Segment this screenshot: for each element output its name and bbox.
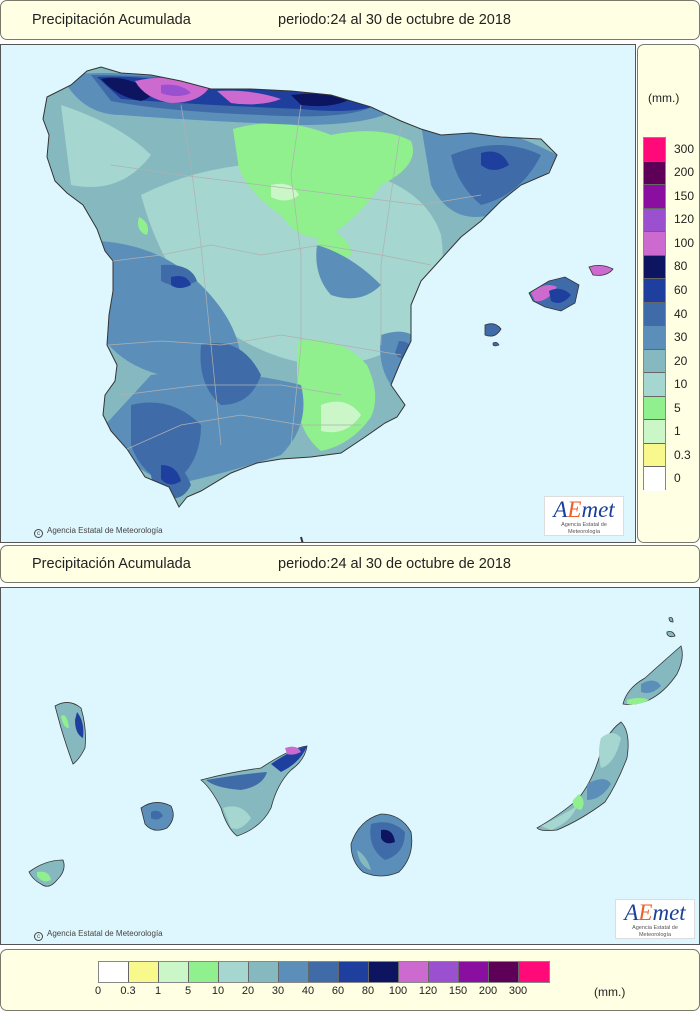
scale-label: 5 [184, 985, 192, 997]
scale-swatch [644, 396, 665, 421]
scale-swatch [459, 962, 489, 982]
scale-swatch [339, 962, 369, 982]
unit-label: (mm.) [648, 91, 680, 105]
scale-label: 0 [94, 985, 102, 997]
scale-swatch [519, 962, 549, 982]
scale-label: 10 [211, 985, 225, 997]
scale-swatch [644, 373, 665, 397]
scale-swatch [369, 962, 399, 982]
scale-label: 0.3 [674, 447, 691, 462]
el-hierro [28, 859, 65, 887]
scale-label: 120 [674, 212, 695, 227]
scale-label: 30 [271, 985, 285, 997]
fuerteventura [536, 721, 629, 832]
scale-swatch [189, 962, 219, 982]
scale-swatch [644, 161, 665, 186]
scale-swatch [644, 208, 665, 233]
title-bar-canarias: Precipitación Acumulada periodo:24 al 30… [0, 545, 700, 583]
scale-swatch [129, 962, 159, 982]
aemet-logo: AEmet Agencia Estatal de Meteorología [615, 899, 695, 939]
balearic-islands [484, 265, 614, 347]
title-bar-peninsula: Precipitación Acumulada periodo:24 al 30… [0, 0, 700, 40]
legend-vertical: (mm.) 300 200 150 120 100 80 60 40 30 20 10 5 1 0.3 0 [637, 44, 700, 543]
tenerife [200, 745, 308, 837]
peninsula-map: c Agencia Estatal de Meteorología AEmet A… [0, 44, 636, 543]
scale-swatch [489, 962, 519, 982]
scale-label: 150 [448, 985, 468, 997]
canary-islands-map: c Agencia Estatal de Meteorología AEmet A… [0, 587, 700, 945]
scale-label: 20 [241, 985, 255, 997]
scale-label: 300 [508, 985, 528, 997]
scale-label: 200 [674, 165, 695, 180]
gran-canaria [350, 813, 413, 877]
scale-label: 40 [674, 306, 688, 321]
scale-swatch [399, 962, 429, 982]
scale-label: 0 [674, 471, 681, 486]
scale-swatch [644, 138, 665, 162]
la-palma [54, 702, 86, 765]
color-scale-bar [98, 961, 550, 983]
scale-swatch [159, 962, 189, 982]
scale-swatch [644, 185, 665, 209]
scale-swatch [219, 962, 249, 982]
peninsula-coast [42, 66, 558, 508]
scale-label: 60 [674, 282, 688, 297]
scale-swatch [279, 962, 309, 982]
scale-swatch [644, 279, 665, 303]
color-scale-bar [643, 137, 666, 491]
period-label: periodo:24 al 30 de octubre de 2018 [278, 556, 511, 572]
scale-swatch [99, 962, 129, 982]
copyright-credit: c Agencia Estatal de Meteorología [34, 526, 163, 538]
scale-label: 80 [674, 259, 688, 274]
province-borders [108, 104, 482, 450]
scale-label: 120 [418, 985, 438, 997]
scale-swatch [644, 326, 665, 350]
scale-swatch [309, 962, 339, 982]
scale-swatch [644, 467, 665, 491]
lanzarote [622, 617, 683, 705]
scale-label: 80 [361, 985, 375, 997]
scale-label: 30 [674, 330, 688, 345]
map-title: Precipitación Acumulada [32, 12, 191, 28]
scale-label: 60 [331, 985, 345, 997]
african-coast [300, 536, 304, 542]
copyright-credit: c Agencia Estatal de Meteorología [34, 929, 163, 941]
scale-label: 100 [674, 235, 695, 250]
copyright-icon: c [34, 529, 43, 538]
scale-label: 40 [301, 985, 315, 997]
scale-label: 10 [674, 377, 688, 392]
scale-label: 100 [388, 985, 408, 997]
period-label: periodo:24 al 30 de octubre de 2018 [278, 12, 511, 28]
scale-label: 5 [674, 400, 681, 415]
scale-swatch [644, 232, 665, 256]
scale-swatch [644, 255, 665, 280]
scale-label: 1 [154, 985, 162, 997]
scale-swatch [429, 962, 459, 982]
legend-horizontal: 0 0.3 1 5 10 20 30 40 60 80 100 120 150 200 300 (mm.) [0, 949, 700, 1011]
scale-label: 20 [674, 353, 688, 368]
unit-label: (mm.) [594, 985, 626, 999]
aemet-logo: AEmet Agencia Estatal de Meteorología [544, 496, 624, 536]
scale-swatch [644, 349, 665, 374]
scale-swatch [644, 420, 665, 444]
scale-swatch [644, 302, 665, 327]
scale-label: 200 [478, 985, 498, 997]
scale-swatch [249, 962, 279, 982]
scale-label: 150 [674, 188, 695, 203]
copyright-icon: c [34, 932, 43, 941]
map-title: Precipitación Acumulada [32, 556, 191, 572]
scale-label: 0.3 [120, 985, 136, 997]
scale-label: 300 [674, 141, 695, 156]
scale-label: 1 [674, 424, 681, 439]
scale-swatch [644, 443, 665, 468]
la-gomera [140, 802, 174, 831]
